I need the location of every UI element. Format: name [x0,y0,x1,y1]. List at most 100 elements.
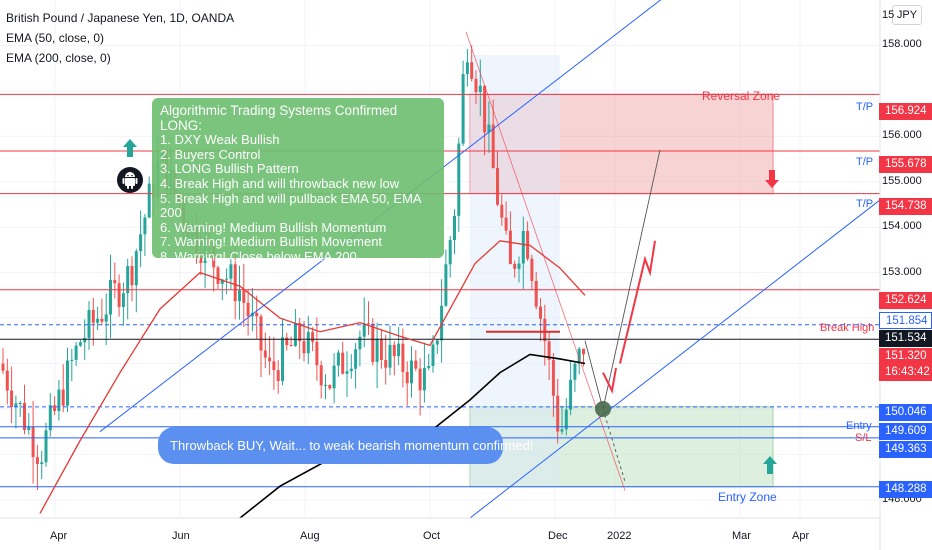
candle-body [259,316,263,351]
time-tick-label: Aug [300,530,320,542]
entry-label: Entry [846,420,872,432]
candle-body [5,370,9,391]
analysis-line-7: 7. Warning! Medium Bullish Movement [160,234,383,250]
candle-body [87,309,91,338]
candle-body [61,389,65,406]
candle-body [453,215,456,241]
price-tick-label: 158.000 [882,38,922,51]
price-tag: 16:43:42 [879,364,932,381]
candle-body [448,240,452,265]
candle-body [306,332,310,354]
candle-body [53,405,57,411]
price-tick-label: 15 [882,9,895,21]
candle-body [371,323,375,362]
price-tag: 151.854 [879,312,932,329]
stop-loss-label: S/L [855,432,872,444]
throwback-callout[interactable]: Throwback BUY, Wait... to weak bearish m… [158,427,533,464]
candle-body [336,352,340,366]
candle-body [216,267,220,284]
up-arrow-icon [763,456,777,474]
candle-body [582,348,585,355]
trend-line-lower [469,199,881,519]
candle-body [14,403,18,408]
candle-body [375,338,379,362]
candle-body [319,365,323,386]
price-tag: 154.738 [879,198,932,215]
candle-body [31,426,35,458]
candle-body [405,371,409,384]
candle-body [1,363,5,371]
candle-body [491,124,495,168]
currency-button[interactable]: JPY [892,5,922,25]
candle-body [233,264,237,302]
projection-dashed [602,408,626,482]
candle-body [345,371,349,374]
time-tick-label: Oct [423,530,441,542]
price-tag: 149.609 [879,423,932,440]
candle-body [324,385,327,387]
candle-body [539,306,542,319]
candle-body [121,293,125,307]
price-tag: 152.624 [879,292,932,309]
candle-body [272,361,276,371]
candle-body [500,204,504,218]
analysis-callout[interactable]: Algorithmic Trading Systems Confirmed LO… [152,98,444,264]
price-tick-label: 154.000 [882,220,922,233]
price-tag: 150.046 [879,404,932,421]
candle-body [255,312,259,317]
candle-body [461,74,465,144]
chart-legend: British Pound / Japanese Yen, 1D, OANDA … [6,8,234,68]
candle-body [508,230,512,264]
time-tick-label: Apr [50,530,68,542]
candle-body [229,264,233,279]
android-icon[interactable] [117,167,143,193]
candle-body [483,85,487,133]
candle-body [577,348,581,364]
candle-body [560,429,564,432]
candle-body [143,217,147,235]
candle-body [379,338,383,360]
entry-marker [595,400,611,417]
candle-body [504,217,508,231]
candle-body [388,344,392,368]
candle-body [48,405,52,431]
price-tag: 155.678 [879,156,932,173]
candle-body [465,62,469,75]
candle-body [23,402,26,431]
candle-body [564,409,568,430]
candle-body [569,379,573,410]
price-tick-label: 155.000 [882,174,922,187]
candle-body [238,290,241,302]
candle-body [109,280,112,315]
candle-body [401,343,405,372]
candle-body [104,314,108,322]
candle-body [444,264,448,306]
ema50-legend[interactable]: EMA (50, close, 0) [6,31,105,45]
analysis-line-4: 4. Break High and will throwback new low [160,175,400,191]
candle-body [496,167,499,205]
price-tag: 148.288 [879,481,932,498]
candle-body [40,462,44,464]
price-tick-label: 153.000 [882,265,922,278]
candle-body [83,337,87,343]
candle-body [126,266,130,294]
candle-body [298,323,302,342]
candle-body [130,266,134,286]
candle-body [285,337,289,346]
candle-body [478,85,482,93]
tp-label-2: T/P [856,156,874,168]
down-arrow-icon [765,170,779,188]
candle-body [418,368,422,391]
time-tick-label: Dec [548,530,568,542]
tp-label-3: T/P [856,198,874,210]
symbol-title[interactable]: British Pound / Japanese Yen, 1D, OANDA [6,11,235,25]
candle-body [332,365,336,389]
candle-body [18,402,22,404]
candle-body [96,318,100,323]
candle-body [410,360,413,384]
ema200-legend[interactable]: EMA (200, close, 0) [6,51,111,65]
candle-body [573,363,577,380]
bullish-arrow [619,240,656,364]
